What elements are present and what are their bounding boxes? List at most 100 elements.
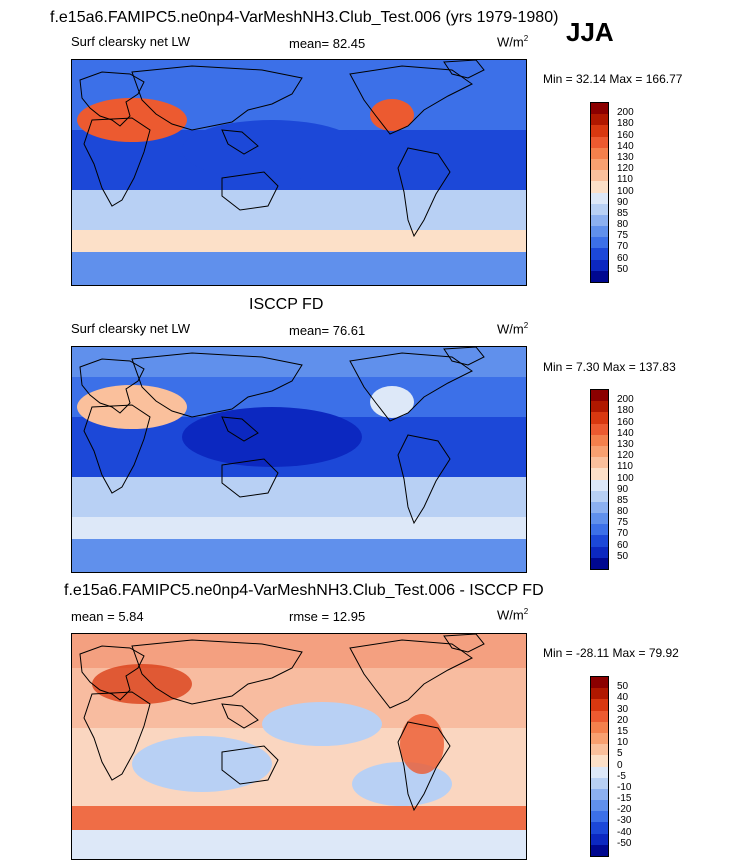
colorbar-tick-label: 75 bbox=[617, 230, 629, 242]
colorbar-swatch bbox=[591, 777, 608, 789]
colorbar-swatch bbox=[591, 457, 608, 469]
colorbar-swatch bbox=[591, 192, 608, 204]
panel-1-colorbar bbox=[590, 102, 609, 283]
colorbar-swatch bbox=[591, 844, 608, 856]
colorbar-tick-label: 90 bbox=[617, 196, 629, 208]
coastline bbox=[221, 703, 259, 729]
colorbar-swatch bbox=[591, 490, 608, 502]
colorbar-swatch bbox=[591, 688, 608, 700]
map-blob-arabia bbox=[92, 664, 192, 704]
season-label: JJA bbox=[566, 17, 614, 47]
colorbar-swatch bbox=[591, 412, 608, 424]
colorbar-swatch bbox=[591, 147, 608, 159]
panel-1-mean-label: mean= 82.45 bbox=[289, 36, 366, 51]
map-blob-pacific bbox=[262, 702, 382, 746]
colorbar-tick-label: 70 bbox=[617, 241, 629, 253]
colorbar-swatch bbox=[591, 170, 608, 182]
map-band-subtropics-south bbox=[72, 477, 526, 517]
colorbar-tick-label: 140 bbox=[617, 140, 634, 152]
colorbar-tick-label: 90 bbox=[617, 483, 629, 495]
colorbar-tick-label: 60 bbox=[617, 539, 629, 551]
colorbar-tick-label: -5 bbox=[617, 770, 626, 782]
colorbar-tick-label: 20 bbox=[617, 714, 629, 726]
map-blob-sahara bbox=[77, 385, 187, 429]
colorbar-swatch bbox=[591, 203, 608, 215]
coastline bbox=[79, 645, 145, 701]
map-blob-warm-pool bbox=[182, 120, 362, 180]
coastline bbox=[83, 691, 151, 781]
colorbar-tick-label: 30 bbox=[617, 703, 629, 715]
colorbar-swatch bbox=[591, 434, 608, 446]
map-band-arctic bbox=[72, 347, 526, 377]
colorbar-tick-label: 15 bbox=[617, 725, 629, 737]
colorbar-tick-label: 100 bbox=[617, 472, 634, 484]
colorbar-tick-label: 110 bbox=[617, 461, 633, 473]
colorbar-tick-label: 160 bbox=[617, 129, 634, 141]
panel-3-mean-label: mean = 5.84 bbox=[71, 609, 144, 624]
map-band-subtropics-south bbox=[72, 190, 526, 230]
colorbar-swatch bbox=[591, 788, 608, 801]
colorbar-tick-label: 160 bbox=[617, 416, 634, 428]
colorbar-swatch bbox=[591, 125, 608, 137]
colorbar-swatch bbox=[591, 248, 608, 260]
coastline bbox=[221, 458, 279, 498]
colorbar-swatch bbox=[591, 755, 608, 767]
coastline bbox=[83, 404, 151, 494]
colorbar-swatch bbox=[591, 259, 608, 271]
colorbar-swatch bbox=[591, 181, 608, 193]
colorbar-swatch bbox=[591, 270, 608, 282]
colorbar-tick-label: 120 bbox=[617, 163, 634, 175]
map-band-southern-ocean bbox=[72, 806, 526, 830]
coastline bbox=[349, 639, 473, 709]
panel-3-colorbar bbox=[590, 676, 609, 857]
panel-2-minmax: Min = 7.30 Max = 137.83 bbox=[543, 360, 676, 374]
coastline bbox=[397, 434, 451, 525]
colorbar-tick-label: 80 bbox=[617, 506, 629, 518]
colorbar-swatch bbox=[591, 546, 608, 558]
colorbar-tick-label: -50 bbox=[617, 837, 632, 849]
map-blob-south-pacific bbox=[352, 762, 452, 806]
colorbar-swatch bbox=[591, 800, 608, 812]
colorbar-swatch bbox=[591, 744, 608, 756]
colorbar-tick-label: 50 bbox=[617, 681, 629, 693]
colorbar-tick-label: 60 bbox=[617, 252, 629, 264]
colorbar-tick-label: 40 bbox=[617, 692, 629, 704]
colorbar-tick-label: -20 bbox=[617, 804, 632, 816]
map-band-arctic bbox=[72, 60, 526, 90]
panel-1-title: f.e15a6.FAMIPC5.ne0np4-VarMeshNH3.Club_T… bbox=[50, 9, 559, 26]
coastline bbox=[397, 721, 451, 812]
panel-1-minmax: Min = 32.14 Max = 166.77 bbox=[543, 72, 683, 86]
colorbar-swatch bbox=[591, 710, 608, 722]
colorbar-tick-label: 120 bbox=[617, 450, 634, 462]
colorbar-swatch bbox=[591, 524, 608, 536]
coastline bbox=[221, 129, 259, 155]
colorbar-tick-label: 180 bbox=[617, 118, 634, 130]
coastline bbox=[131, 352, 303, 418]
colorbar-swatch bbox=[591, 237, 608, 249]
colorbar-swatch bbox=[591, 766, 608, 778]
coastline bbox=[443, 60, 485, 79]
panel-2-variable-label: Surf clearsky net LW bbox=[71, 321, 190, 336]
colorbar-swatch bbox=[591, 423, 608, 435]
colorbar-swatch bbox=[591, 136, 608, 148]
map-band-antarctic bbox=[72, 830, 526, 859]
coastline bbox=[349, 65, 473, 135]
coastline bbox=[83, 117, 151, 207]
coastline bbox=[221, 171, 279, 211]
map-blob-s-america bbox=[400, 714, 444, 774]
panel-3-rmse-label: rmse = 12.95 bbox=[289, 609, 366, 624]
colorbar-swatch bbox=[591, 214, 608, 227]
colorbar-tick-label: 180 bbox=[617, 405, 634, 417]
panel-2-map bbox=[71, 346, 527, 573]
colorbar-tick-label: 200 bbox=[617, 394, 634, 406]
colorbar-tick-label: -15 bbox=[617, 793, 632, 805]
coastline bbox=[131, 65, 303, 131]
map-band-southern-ocean bbox=[72, 517, 526, 539]
colorbar-swatch bbox=[591, 501, 608, 514]
colorbar-tick-label: -10 bbox=[617, 781, 632, 793]
coastline bbox=[397, 147, 451, 238]
colorbar-swatch bbox=[591, 833, 608, 845]
colorbar-swatch bbox=[591, 811, 608, 823]
map-band-southern-ocean bbox=[72, 230, 526, 252]
panel-2-title: ISCCP FD bbox=[249, 296, 324, 313]
